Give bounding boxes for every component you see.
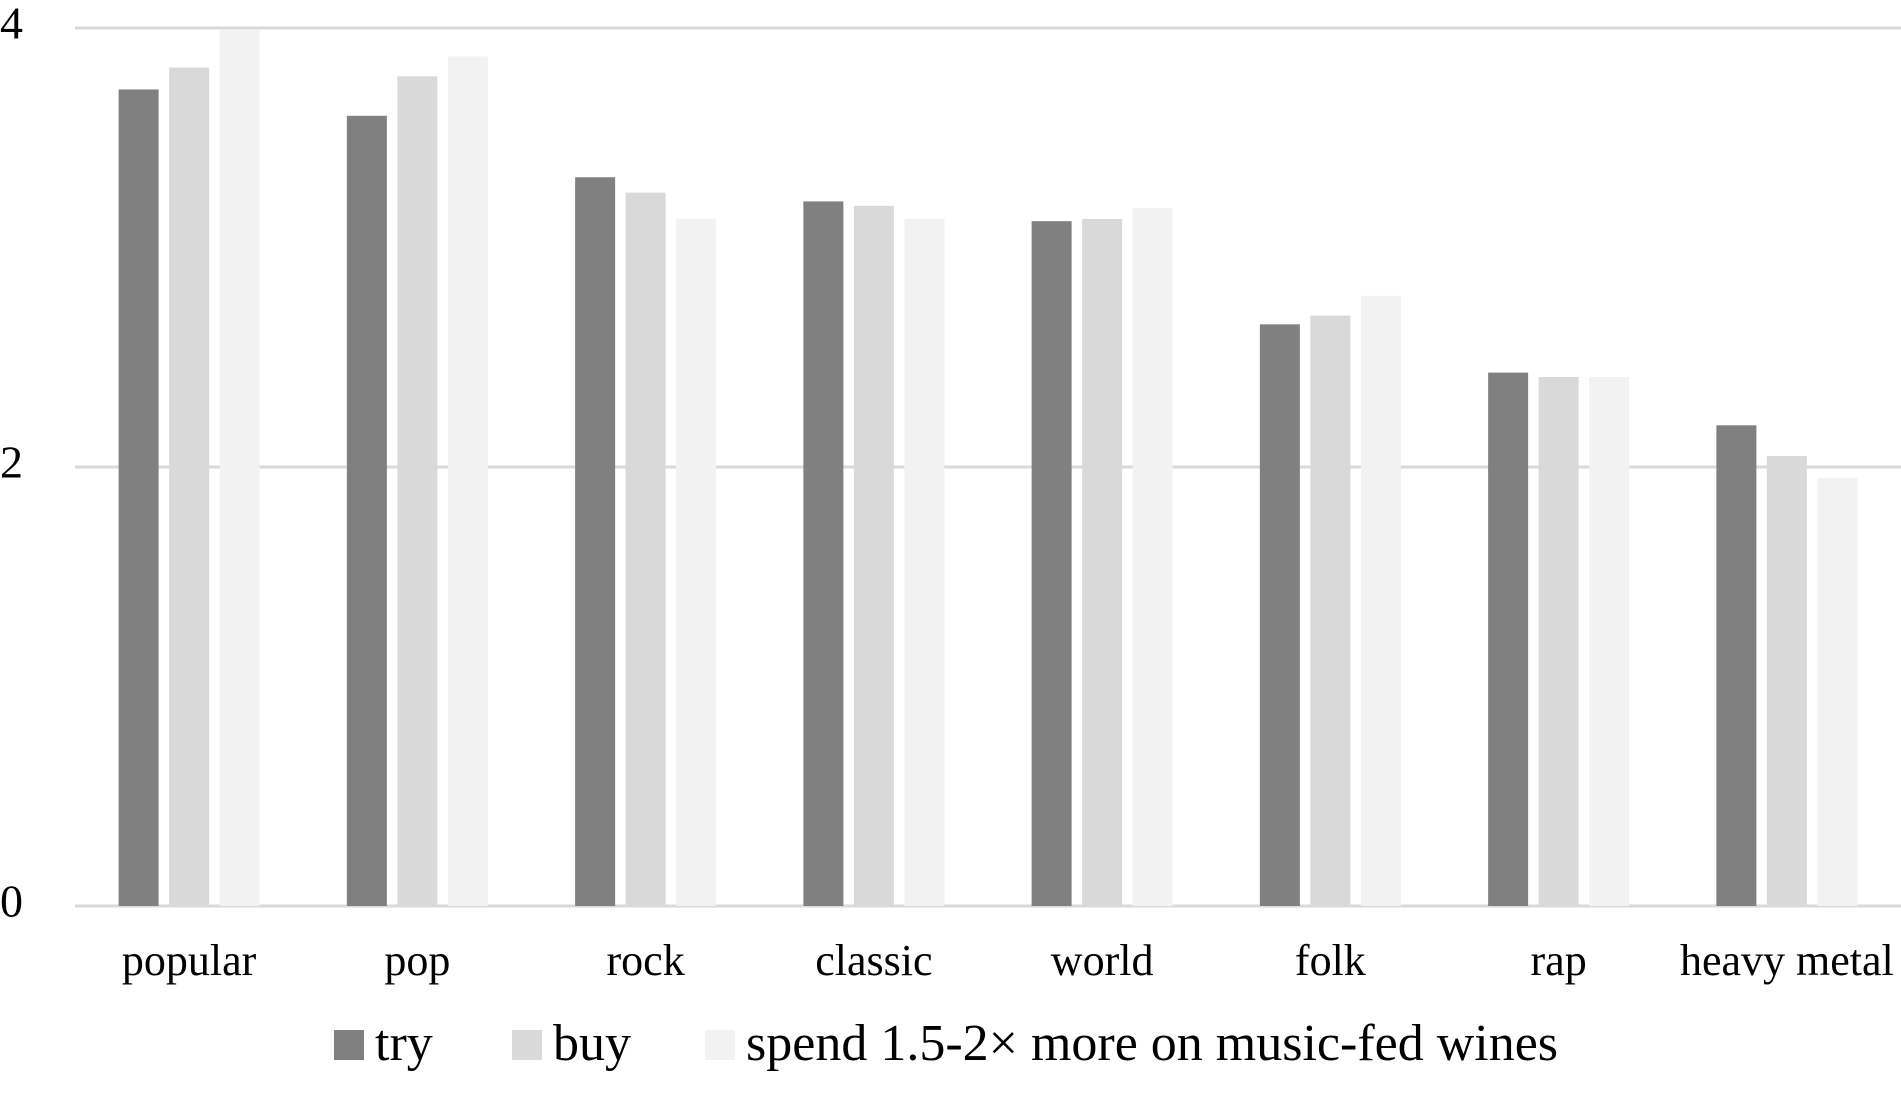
x-axis-categories: popular pop rock classic world folk rap heavy m… [122, 936, 1894, 985]
bar-buy-world [1082, 218, 1123, 907]
bar-spend-heavy-metal [1817, 477, 1858, 906]
bar-try-rap [1488, 372, 1529, 906]
bar-buy-pop [397, 76, 438, 907]
bar-buy-heavy-metal [1766, 456, 1807, 906]
bar-buy-folk [1310, 315, 1351, 906]
bar-spend-popular [219, 30, 260, 906]
bar-try-pop [346, 115, 387, 907]
legend-item: buy [512, 1015, 631, 1072]
bar-buy-classic [853, 205, 894, 907]
x-tick-label: world [1051, 936, 1154, 985]
legend: try buy spend 1.5-2× more on music-fed win… [334, 1015, 1558, 1072]
bar-buy-popular [169, 67, 210, 906]
bar-try-classic [803, 201, 844, 906]
x-tick-label: folk [1295, 936, 1366, 985]
bar-try-popular [118, 89, 159, 906]
legend-swatch [334, 1030, 364, 1060]
x-tick-label: heavy metal [1680, 936, 1894, 985]
bar-spend-classic [904, 218, 945, 907]
bar-spend-pop [447, 56, 488, 907]
bar-spend-folk [1360, 295, 1401, 906]
bar-try-rock [575, 177, 616, 906]
x-tick-label: rap [1531, 936, 1587, 985]
bar-spend-rock [676, 218, 717, 907]
legend-swatch [512, 1030, 542, 1060]
x-tick-label: rock [607, 936, 685, 985]
y-tick-label: 2 [0, 437, 23, 488]
legend-item: spend 1.5-2× more on music-fed wines [705, 1015, 1558, 1072]
bar-try-heavy-metal [1716, 425, 1757, 906]
bar-buy-rock [625, 192, 666, 906]
bar-spend-world [1132, 207, 1173, 907]
y-tick-label: 4 [0, 0, 23, 49]
x-tick-label: pop [384, 936, 450, 985]
y-tick-label: 0 [0, 876, 23, 927]
legend-swatch [705, 1030, 735, 1060]
legend-label: buy [553, 1015, 631, 1072]
bar-try-folk [1259, 324, 1300, 906]
x-tick-label: classic [815, 936, 932, 985]
legend-label: try [375, 1015, 433, 1072]
y-axis-ticks: 0 2 4 [0, 0, 23, 927]
bars [118, 30, 1858, 907]
x-tick-label: popular [122, 936, 257, 985]
legend-item: try [334, 1015, 433, 1072]
bar-spend-rap [1589, 377, 1630, 906]
legend-label: spend 1.5-2× more on music-fed wines [746, 1015, 1558, 1072]
bar-buy-rap [1538, 377, 1579, 906]
bar-try-world [1031, 221, 1072, 906]
